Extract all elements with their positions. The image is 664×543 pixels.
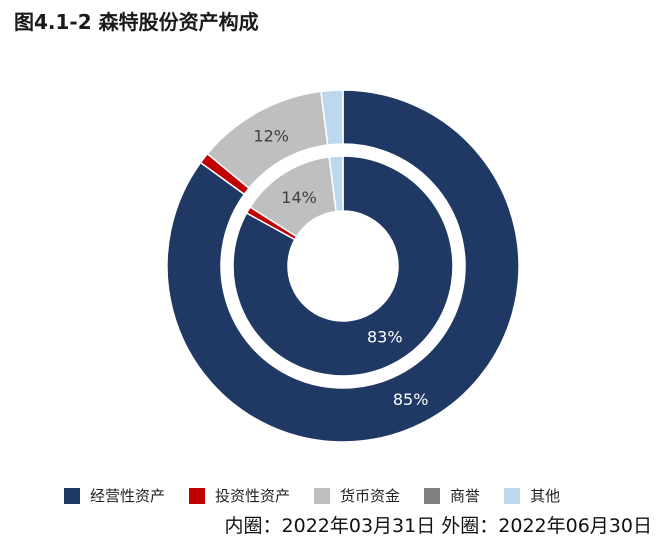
outer-slice-5	[320, 89, 344, 146]
legend-item-5: 其他	[504, 485, 560, 506]
legend-item-4: 商誉	[424, 485, 480, 506]
legend-swatch	[504, 487, 521, 504]
legend-label: 商誉	[450, 487, 481, 505]
legend-swatch	[424, 487, 441, 504]
inner-slice-label-1: 83%	[367, 328, 403, 347]
legend-item-1: 经营性资产	[64, 485, 165, 506]
outer-slice-label-3: 12%	[253, 126, 289, 145]
inner-slice-1	[232, 155, 454, 377]
chart-note: 内圈：2022年03月31日 外圈：2022年06月30日	[224, 515, 652, 537]
legend-label: 货币资金	[340, 487, 401, 505]
inner-slice-label-3: 14%	[281, 188, 317, 207]
chart-title: 图4.1-2 森特股份资产构成	[14, 10, 259, 34]
legend-label: 其他	[530, 487, 561, 505]
donut-chart: 83% 14% 85% 12%	[166, 89, 520, 443]
legend-label: 投资性资产	[215, 487, 291, 505]
legend-swatch	[64, 487, 80, 504]
outer-slice-1	[166, 89, 520, 443]
chart-legend: 经营性资产 投资性资产 货币资金 商誉 其他	[64, 485, 644, 506]
inner-slice-5	[328, 155, 344, 213]
legend-swatch	[314, 487, 331, 504]
legend-label: 经营性资产	[90, 487, 166, 505]
legend-item-3: 货币资金	[314, 485, 400, 506]
legend-swatch	[189, 487, 206, 504]
outer-slice-label-1: 85%	[393, 390, 429, 409]
legend-item-2: 投资性资产	[189, 485, 290, 506]
